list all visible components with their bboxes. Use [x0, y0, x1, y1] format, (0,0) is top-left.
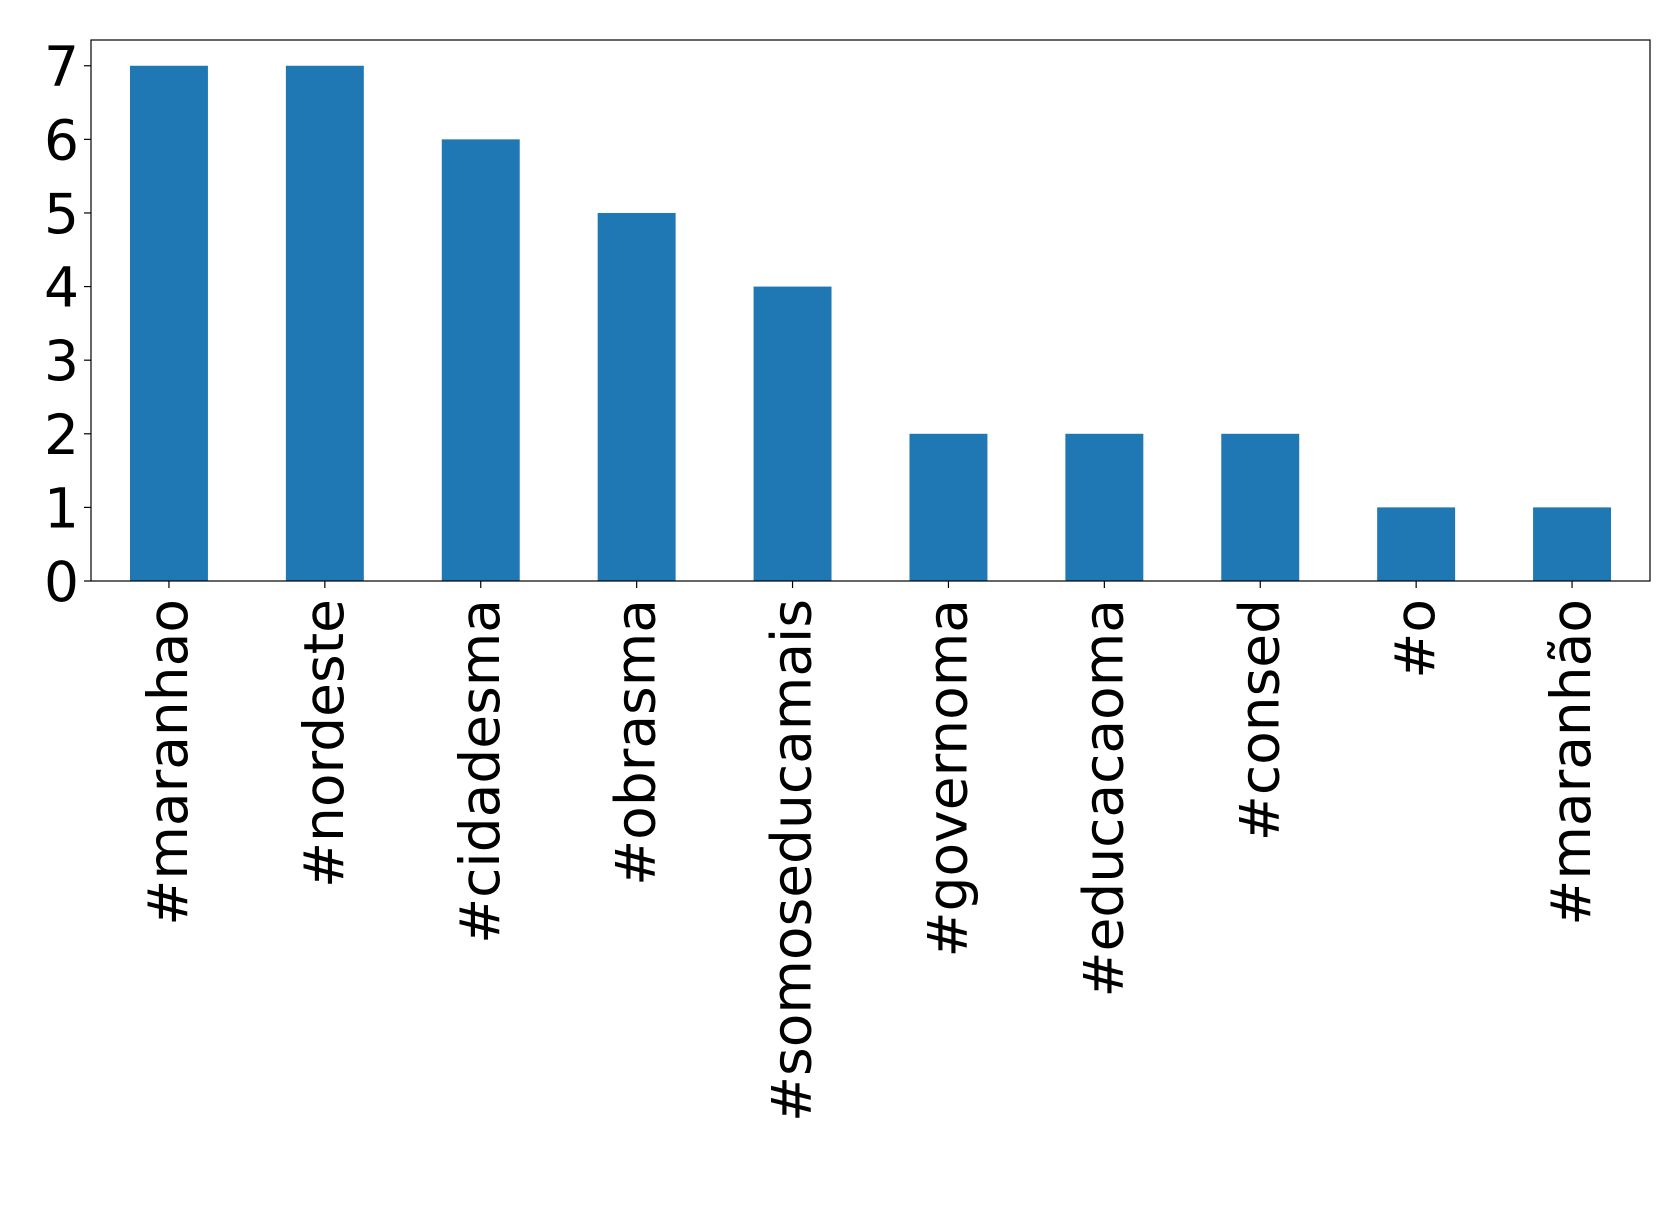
x-tick-label: #somoseducamais: [760, 599, 824, 1122]
bars-group: [129, 65, 1612, 582]
bar-consed: [1221, 433, 1300, 581]
bar-nordeste: [285, 65, 364, 581]
bar-o: [1377, 507, 1456, 581]
x-tick-label: #consed: [1227, 599, 1291, 841]
y-tick-label: 0: [44, 550, 79, 614]
bar-maranhão: [1533, 507, 1612, 581]
bar-somoseducamais: [753, 286, 832, 581]
x-tick-label: #maranhão: [1539, 599, 1603, 926]
y-tick-label: 4: [44, 256, 79, 320]
bar-obrasma: [597, 212, 676, 582]
bar-educacaoma: [1065, 433, 1144, 581]
x-tick-label: #educacaoma: [1071, 599, 1135, 998]
x-tick-label: #cidadesma: [448, 599, 512, 944]
x-tick-label: #nordeste: [292, 599, 356, 888]
y-axis: 0 1 2 3 4 5 6 7: [44, 35, 91, 614]
y-tick-label: 6: [44, 108, 79, 172]
y-tick-label: 3: [44, 329, 79, 393]
x-tick-label: #governoma: [915, 599, 979, 957]
x-tick-label: #obrasma: [604, 599, 668, 886]
y-tick-label: 1: [44, 476, 79, 540]
x-tick-label: #o: [1383, 599, 1447, 679]
bar-cidadesma: [441, 139, 520, 581]
y-tick-label: 5: [44, 182, 79, 246]
y-tick-label: 7: [44, 35, 79, 99]
x-tick-label: #maranhao: [136, 599, 200, 926]
x-axis: #maranhao #nordeste #cidadesma #obrasma #som…: [136, 581, 1603, 1122]
plot-frame: [90, 39, 1651, 582]
bar-maranhao: [129, 65, 208, 581]
bar-governoma: [909, 433, 988, 581]
y-tick-label: 2: [44, 403, 79, 467]
